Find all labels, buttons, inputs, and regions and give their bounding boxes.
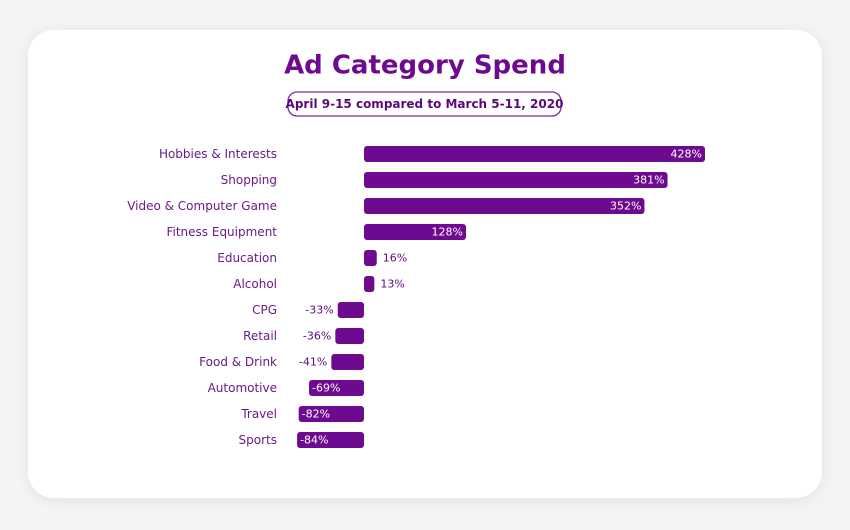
bar [364, 198, 645, 214]
value-label: -41% [299, 356, 327, 369]
subtitle-pill [287, 91, 562, 117]
category-label: Shopping [221, 173, 277, 187]
category-label: Hobbies & Interests [159, 147, 277, 161]
bar [309, 380, 364, 396]
value-label: -33% [305, 304, 333, 317]
bar [364, 224, 466, 240]
bar [331, 354, 364, 370]
category-label: Sports [239, 433, 277, 447]
value-label: -82% [302, 408, 330, 421]
category-label: Alcohol [233, 277, 277, 291]
bar [298, 406, 364, 422]
category-label: Education [217, 251, 277, 265]
bar [364, 146, 705, 162]
value-label: -84% [300, 434, 328, 447]
value-label: 128% [432, 226, 463, 239]
value-label: 381% [633, 174, 664, 187]
category-label: Retail [243, 329, 277, 343]
chart-title: Ad Category Spend [284, 51, 566, 81]
bar [364, 172, 668, 188]
chart-subtitle: April 9-15 compared to March 5-11, 2020 [286, 97, 564, 111]
value-label: 428% [671, 148, 702, 161]
value-label: 16% [383, 252, 407, 265]
category-label: Travel [240, 407, 277, 421]
value-label: 13% [380, 278, 404, 291]
category-label: Automotive [208, 381, 277, 395]
value-label: 352% [610, 200, 641, 213]
bar [364, 250, 377, 266]
value-label: -69% [312, 382, 340, 395]
bar [297, 432, 364, 448]
category-label: Video & Computer Game [127, 199, 277, 213]
bar [364, 276, 375, 292]
value-label: -36% [303, 330, 331, 343]
category-label: Fitness Equipment [166, 225, 277, 239]
category-label: Food & Drink [199, 355, 277, 369]
bar [335, 328, 364, 344]
bar [337, 302, 364, 318]
category-label: CPG [252, 303, 277, 317]
